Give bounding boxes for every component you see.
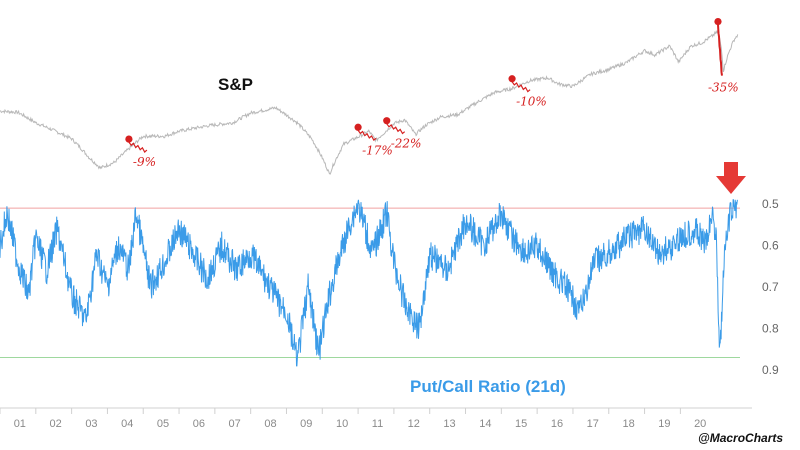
x-tick-label: 11 xyxy=(372,418,383,430)
x-tick-label: 19 xyxy=(658,418,670,430)
x-tick-label: 09 xyxy=(300,418,312,430)
x-tick-label: 16 xyxy=(551,418,563,430)
x-tick-label: 20 xyxy=(694,418,706,430)
x-tick-label: 17 xyxy=(587,418,599,430)
pc-panel: 0.5 0.6 0.7 0.8 0.9 01 02 03 04 05 06 07 08 09 10 11 12… xyxy=(0,162,779,430)
drawdown-label: -35% xyxy=(708,81,739,95)
x-tick-label: 02 xyxy=(50,418,62,430)
drawdown-label: -22% xyxy=(391,137,422,151)
y-tick-label: 0.8 xyxy=(762,322,779,336)
pc-series-line xyxy=(0,199,738,367)
drawdown-peak-dot xyxy=(714,17,722,26)
x-tick-label: 04 xyxy=(121,418,133,430)
y-tick-label: 0.7 xyxy=(762,280,779,294)
y-tick-label: 0.9 xyxy=(762,363,779,377)
x-tick-label: 12 xyxy=(408,418,420,430)
y-tick-label: 0.5 xyxy=(762,197,779,211)
x-tick-label: 14 xyxy=(479,418,491,430)
sp-drawdown-marks: -9% -17%-22% -10% -35% xyxy=(125,17,739,169)
x-tick-label: 13 xyxy=(443,418,455,430)
x-tick-label: 06 xyxy=(193,418,205,430)
pc-title: Put/Call Ratio (21d) xyxy=(410,377,566,396)
sp-title: S&P xyxy=(218,75,253,94)
drawdown-segment xyxy=(357,129,377,142)
x-tick-label: 08 xyxy=(264,418,276,430)
x-tick-label: 01 xyxy=(14,418,26,430)
x-tick-label: 07 xyxy=(229,418,241,430)
drawdown-peak-dot xyxy=(354,123,362,131)
drawdown-peak-dot xyxy=(383,117,391,125)
drawdown-segment xyxy=(386,123,406,135)
x-tick-label: 05 xyxy=(157,418,169,430)
drawdown-peak-dot xyxy=(125,135,133,143)
drawdown-peak-dot xyxy=(508,75,516,83)
down-arrow-icon xyxy=(716,162,746,194)
x-tick-label: 15 xyxy=(515,418,527,430)
x-tick-label: 10 xyxy=(336,418,348,430)
sp-series-line xyxy=(0,29,739,175)
pc-y-axis: 0.5 0.6 0.7 0.8 0.9 xyxy=(762,197,779,377)
y-tick-label: 0.6 xyxy=(762,239,779,253)
drawdown-label: -9% xyxy=(133,155,156,169)
drawdown-segment xyxy=(128,141,148,153)
drawdown-segment xyxy=(717,24,723,76)
pc-x-axis: 01 02 03 04 05 06 07 08 09 10 11 12 13 14 15 16 17 18 19 20 xyxy=(0,408,706,430)
sp-panel: S&P -9% -17%-22% -10% -35% xyxy=(0,17,739,175)
x-tick-label: 03 xyxy=(85,418,97,430)
drawdown-label: -10% xyxy=(516,95,547,109)
credit: @MacroCharts xyxy=(698,431,783,445)
drawdown-label: -17% xyxy=(362,143,393,157)
x-tick-label: 18 xyxy=(622,418,634,430)
drawdown-segment xyxy=(511,81,531,93)
